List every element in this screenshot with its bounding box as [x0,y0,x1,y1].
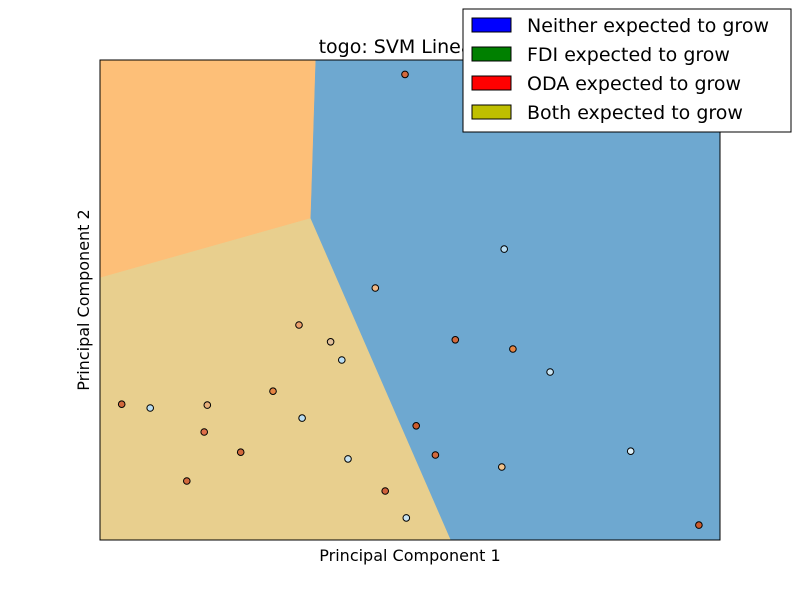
data-point [401,70,409,79]
data-point [117,400,126,409]
legend-label-oda: ODA expected to grow [527,73,741,95]
data-point [431,451,440,459]
legend-swatch-both [471,104,512,120]
x-axis-label: Principal Component 1 [319,546,500,565]
legend-label-both: Both expected to grow [527,102,743,124]
data-point [326,338,335,346]
data-point [451,336,460,344]
data-point [695,521,703,529]
legend-swatch-neither [471,17,512,33]
data-point [546,368,554,376]
data-point [183,477,191,485]
data-point [344,455,352,463]
data-point [269,387,277,396]
chart-title: togo: SVM Linear-O [319,36,502,58]
data-point [371,284,380,292]
data-point [509,345,517,353]
data-point [200,428,208,436]
data-point [412,422,421,430]
legend-swatch-fdi [471,46,512,62]
data-point [298,414,306,422]
decision-regions [99,59,721,541]
data-point [500,245,509,253]
data-point [146,404,154,412]
plot-frame [99,59,721,541]
data-point [381,487,390,495]
y-axis-label: Principal Component 2 [74,209,93,390]
legend-label-neither: Neither expected to grow [527,15,769,37]
data-points [117,70,703,529]
data-point [295,321,303,329]
legend-swatch-oda [471,75,512,91]
data-point [402,514,411,522]
data-point [203,401,212,409]
data-point [498,463,506,471]
data-point [236,448,245,457]
legend: Neither expected to grow FDI expected to… [462,8,792,133]
data-point [338,356,346,364]
data-point [626,447,635,456]
legend-label-fdi: FDI expected to grow [527,44,730,66]
legend-box [462,8,792,133]
